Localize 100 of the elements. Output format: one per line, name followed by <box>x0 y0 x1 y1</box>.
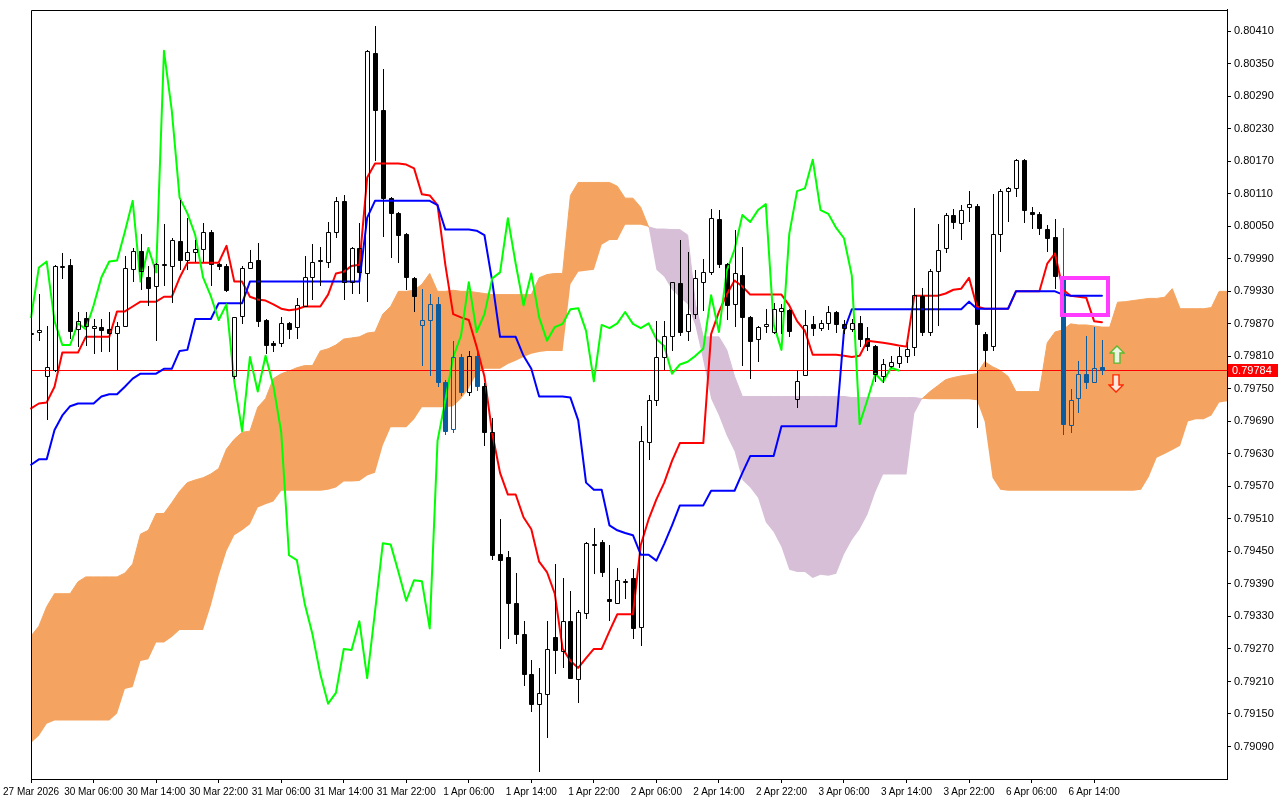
candlestick <box>803 309 808 377</box>
y-tick-label: 0.80170 <box>1234 154 1274 167</box>
x-tick-label: 30 Mar 22:00 <box>189 785 249 797</box>
candlestick <box>428 293 433 377</box>
y-tick-label: 0.79930 <box>1234 284 1274 297</box>
candlestick <box>451 340 456 434</box>
candlestick <box>537 667 542 773</box>
candlestick <box>193 239 198 263</box>
candlestick <box>232 316 237 380</box>
candlestick <box>912 207 917 357</box>
candlestick <box>756 325 761 363</box>
candlestick <box>772 302 777 335</box>
candlestick <box>1006 186 1011 223</box>
y-tick-label: 0.79510 <box>1234 511 1274 524</box>
x-tick-label: 2 Apr 06:00 <box>630 785 683 797</box>
y-tick-label: 0.80290 <box>1234 89 1274 102</box>
x-tick-label: 1 Apr 06:00 <box>443 785 495 797</box>
candlestick <box>889 355 894 369</box>
candlestick <box>1014 158 1019 198</box>
candlestick <box>45 325 50 421</box>
y-tick-label: 0.79150 <box>1234 707 1274 720</box>
y-tick-label: 0.79750 <box>1234 381 1274 394</box>
candlestick <box>733 229 738 328</box>
candlestick <box>115 321 120 371</box>
candlestick <box>334 196 339 239</box>
x-tick-label: 6 Apr 06:00 <box>1006 785 1058 797</box>
candlestick <box>991 193 996 352</box>
candlestick <box>584 541 589 620</box>
candlestick <box>123 255 128 328</box>
candlestick <box>60 252 65 280</box>
candlestick <box>201 222 206 263</box>
candlestick <box>295 297 300 340</box>
candlestick <box>240 265 245 325</box>
y-tick-label: 0.80050 <box>1234 219 1274 232</box>
x-tick-label: 2 Apr 22:00 <box>755 785 808 797</box>
candlestick <box>826 305 831 331</box>
y-tick-label: 0.80350 <box>1234 56 1274 69</box>
y-tick-label: 0.79870 <box>1234 316 1274 329</box>
candlestick <box>310 243 315 301</box>
candlestick <box>365 49 370 303</box>
candlestick <box>686 251 691 342</box>
candlestick <box>897 346 902 369</box>
candlestick <box>92 318 97 355</box>
x-tick-label: 3 Apr 14:00 <box>880 785 933 797</box>
y-tick-label: 0.79090 <box>1234 739 1274 752</box>
candlestick <box>693 269 698 320</box>
candlestick <box>561 577 566 669</box>
ref-line-label: 0.79784 <box>1232 364 1272 377</box>
candlestick <box>576 609 581 704</box>
y-tick-label: 0.79270 <box>1234 641 1274 654</box>
candlestick <box>37 293 42 342</box>
x-tick-label: 31 Mar 06:00 <box>251 785 312 797</box>
candlestick <box>944 212 949 254</box>
candlestick <box>592 527 597 575</box>
x-tick-label: 6 Apr 14:00 <box>1068 785 1121 797</box>
candlestick <box>248 249 253 270</box>
x-tick-label: 31 Mar 22:00 <box>376 785 437 797</box>
y-tick-label: 0.79990 <box>1234 251 1274 264</box>
candlestick <box>795 369 800 409</box>
candlestick <box>662 320 667 371</box>
candlestick <box>279 316 284 348</box>
candlestick <box>850 318 855 333</box>
candlestick <box>928 268 933 337</box>
y-tick-label: 0.79450 <box>1234 544 1274 557</box>
candlestick <box>185 217 190 271</box>
y-tick-label: 0.79390 <box>1234 576 1274 589</box>
candlestick <box>318 246 323 287</box>
x-tick-label: 30 Mar 14:00 <box>126 785 187 797</box>
x-tick-label: 2 Apr 14:00 <box>693 785 745 797</box>
x-tick-label: 27 Mar 2026 <box>3 785 60 797</box>
candlestick <box>326 221 331 269</box>
candlestick <box>53 264 58 373</box>
candlestick <box>1076 360 1081 414</box>
candlestick <box>1092 326 1097 384</box>
candlestick <box>420 288 425 367</box>
x-tick-label: 1 Apr 14:00 <box>505 785 558 797</box>
candlestick <box>154 262 159 342</box>
y-tick-label: 0.79330 <box>1234 609 1274 622</box>
x-tick-label: 1 Apr 22:00 <box>568 785 620 797</box>
candlestick <box>701 258 706 312</box>
candlestick <box>647 394 652 461</box>
x-tick-label: 30 Mar 06:00 <box>64 785 124 797</box>
candlestick <box>162 223 167 287</box>
y-tick-label: 0.79630 <box>1234 446 1274 459</box>
candlestick <box>131 247 136 283</box>
candlestick <box>170 237 175 304</box>
y-tick-label: 0.79210 <box>1234 674 1274 687</box>
candlestick <box>303 255 308 308</box>
candlestick <box>881 358 886 384</box>
candlestick <box>936 223 941 327</box>
candlestick <box>639 425 644 647</box>
candlestick <box>545 620 550 739</box>
x-tick-label: 31 Mar 14:00 <box>314 785 374 797</box>
candlestick <box>709 208 714 276</box>
y-tick-label: 0.79570 <box>1234 479 1274 492</box>
y-tick-label: 0.80110 <box>1234 186 1273 199</box>
x-tick-label: 3 Apr 06:00 <box>818 785 870 797</box>
candlestick <box>467 350 472 397</box>
candlestick <box>959 204 964 241</box>
candlestick <box>670 281 675 352</box>
